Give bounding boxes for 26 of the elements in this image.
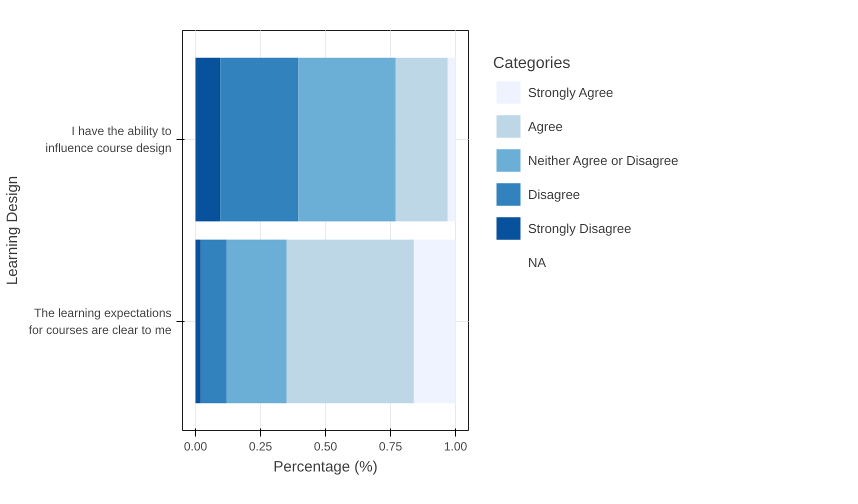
- x-tick-label: 0.25: [248, 440, 273, 454]
- x-tick-label: 0.50: [314, 440, 338, 454]
- legend-label: Disagree: [528, 186, 580, 202]
- y-tick-label: The learning expectations for courses are clear to me: [28, 306, 172, 337]
- bar: [196, 240, 201, 404]
- bar: [448, 58, 456, 222]
- bar: [226, 240, 286, 404]
- bar: [298, 58, 396, 222]
- bar: [196, 58, 220, 222]
- legend-label: Agree: [528, 118, 563, 134]
- x-tick-label: 0.00: [184, 440, 208, 454]
- x-tick-label: 1.00: [444, 440, 468, 454]
- x-tick-label: 0.75: [378, 440, 403, 454]
- bar: [286, 240, 414, 404]
- y-tick-label: I have the ability to influence course design: [45, 124, 172, 155]
- y-axis-title: Learning Design: [4, 176, 21, 286]
- legend-title: Categories: [493, 55, 572, 73]
- bar: [396, 58, 448, 222]
- bar: [220, 58, 298, 222]
- legend-label: Strongly Agree: [528, 84, 614, 100]
- bar: [414, 240, 456, 404]
- bar: [200, 240, 227, 404]
- legend-label: Neither Agree or Disagree: [528, 152, 678, 168]
- x-axis-title: Percentage (%): [273, 458, 378, 476]
- legend-label: Strongly Disagree: [528, 220, 632, 236]
- text: NA: [528, 254, 548, 270]
